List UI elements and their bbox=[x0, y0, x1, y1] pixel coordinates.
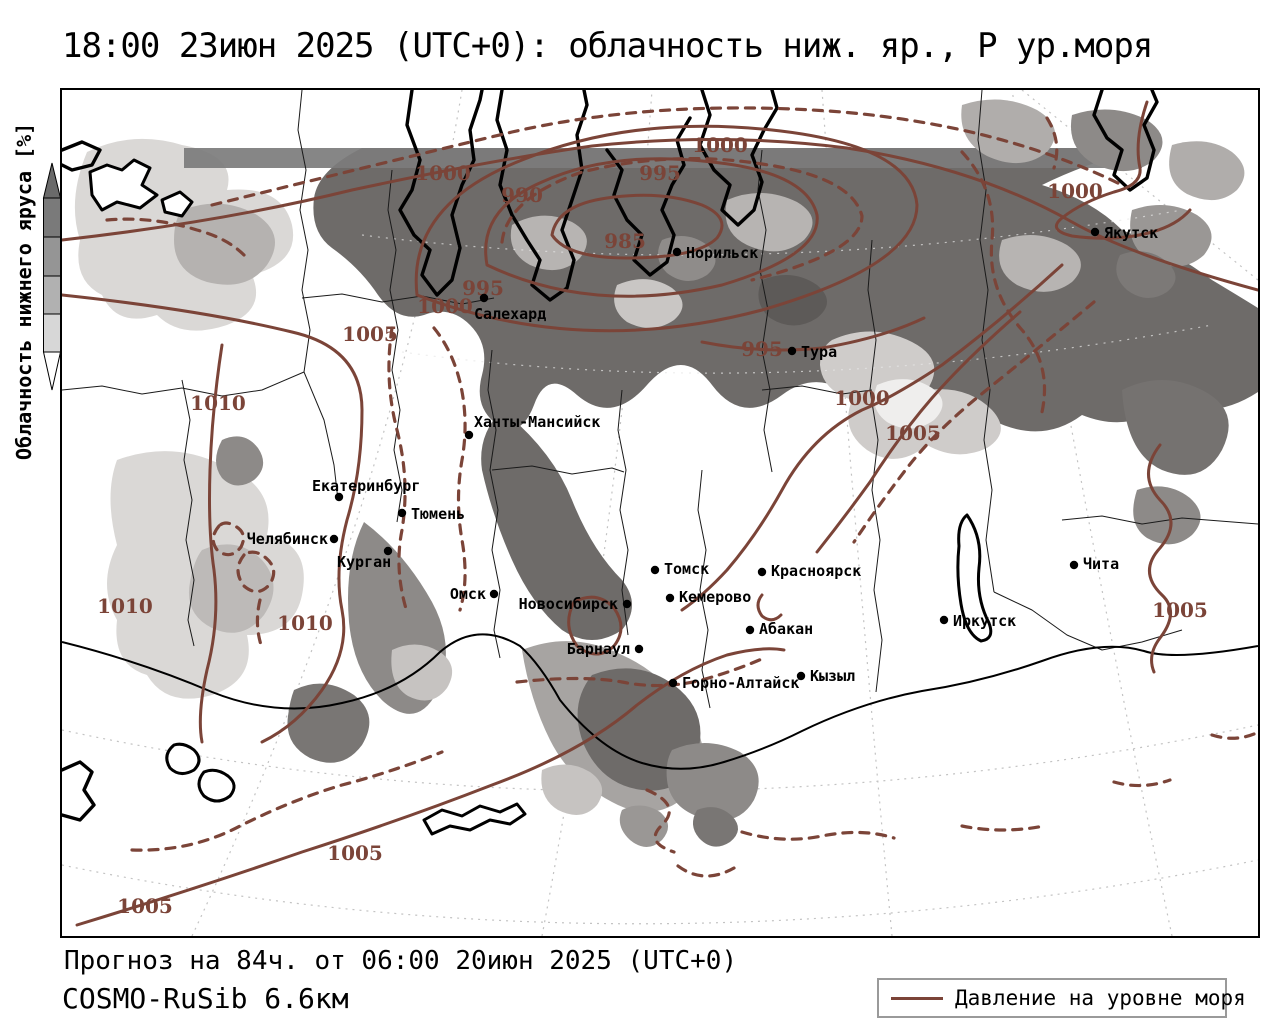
city-label: Томск bbox=[664, 560, 709, 578]
isobar-dashed-layer bbox=[105, 106, 1256, 878]
city-marker bbox=[383, 546, 393, 556]
isobar-label: 990 bbox=[501, 183, 543, 207]
city-marker bbox=[668, 678, 678, 688]
isobar-label: 995 bbox=[639, 161, 681, 185]
city-label: Кызыл bbox=[810, 667, 855, 685]
city-marker bbox=[672, 247, 682, 257]
pressure-legend-label: Давление на уровне моря bbox=[955, 986, 1246, 1010]
city-marker bbox=[787, 346, 797, 356]
city-marker bbox=[939, 615, 949, 625]
city-marker bbox=[622, 599, 632, 609]
colorbar-arrow-top bbox=[42, 162, 62, 199]
national-border-layer bbox=[62, 633, 1258, 770]
city-label: Красноярск bbox=[771, 562, 861, 580]
isobar-label: 1000 bbox=[417, 294, 473, 318]
city-label: Тура bbox=[801, 343, 837, 361]
city-label: Екатеринбург bbox=[312, 477, 420, 495]
map-area: 1000 990 995 1000 985 995 1000 1005 1010 1000 995 1… bbox=[60, 88, 1260, 938]
region-border-layer bbox=[62, 90, 1258, 709]
colorbar-segment bbox=[43, 197, 61, 238]
isobar-label: 1005 bbox=[327, 841, 383, 865]
colorbar-arrow-bottom bbox=[42, 351, 62, 391]
city-marker bbox=[1069, 560, 1079, 570]
lake-baikal bbox=[956, 513, 993, 643]
isobar-985 bbox=[550, 193, 724, 260]
isobar-label: 1005 bbox=[1152, 598, 1208, 622]
isobar-label: 985 bbox=[604, 229, 646, 253]
isobar-1005 bbox=[62, 293, 364, 744]
city-label: Тюмень bbox=[411, 505, 465, 523]
city-label: Курган bbox=[337, 553, 391, 571]
city-marker bbox=[634, 644, 644, 654]
city-layer: Норильск Якутск Салехард Тура Ханты-Мансийск… bbox=[247, 224, 1158, 692]
city-label: Кемерово bbox=[679, 588, 751, 606]
isobar-label: 1000 bbox=[1047, 179, 1103, 203]
isobar-label: 1005 bbox=[117, 894, 173, 918]
city-marker bbox=[745, 625, 755, 635]
city-label: Ханты-Мансийск bbox=[474, 413, 600, 431]
graticule-layer bbox=[62, 90, 1258, 936]
city-label: Барнаул bbox=[567, 640, 630, 658]
isobar-label: 1010 bbox=[190, 391, 246, 415]
city-marker bbox=[329, 534, 339, 544]
city-label: Абакан bbox=[759, 620, 813, 638]
colorbar-segment bbox=[43, 275, 61, 315]
isobar-label-layer: 1000990995100098599510001005101010009951… bbox=[97, 133, 1208, 918]
pressure-legend-box: Давление на уровне моря bbox=[877, 978, 1246, 1018]
isobar-label: 1000 bbox=[834, 386, 890, 410]
isobar-layer bbox=[62, 100, 1258, 927]
city-label: Челябинск bbox=[247, 530, 328, 548]
isobar-label: 1000 bbox=[692, 133, 748, 157]
island-outline bbox=[88, 158, 159, 212]
city-marker bbox=[650, 565, 660, 575]
map-canvas: 1000990995100098599510001005101010009951… bbox=[62, 90, 1258, 936]
forecast-info-line: Прогноз на 84ч. от 06:00 20июн 2025 (UTC… bbox=[64, 946, 738, 976]
city-label: Горно-Алтайск bbox=[682, 674, 799, 692]
isobar-1000 bbox=[62, 137, 1258, 292]
model-info-line: COSMO-RuSib 6.6км bbox=[62, 982, 349, 1015]
city-label: Омск bbox=[450, 585, 486, 603]
isobar-label: 1000 bbox=[415, 161, 471, 185]
pressure-line-sample bbox=[891, 996, 943, 1000]
city-label: Салехард bbox=[474, 305, 546, 323]
isobar-1010 bbox=[198, 343, 224, 744]
city-marker bbox=[796, 671, 806, 681]
city-label: Чита bbox=[1083, 555, 1119, 573]
city-marker bbox=[665, 593, 675, 603]
city-label: Якутск bbox=[1104, 224, 1158, 242]
city-label: Норильск bbox=[686, 244, 758, 262]
ob-bay-coast bbox=[398, 90, 484, 297]
city-marker bbox=[334, 492, 344, 502]
isobar-label: 1010 bbox=[277, 611, 333, 635]
city-marker bbox=[479, 293, 489, 303]
city-marker bbox=[464, 430, 474, 440]
city-marker bbox=[1090, 227, 1100, 237]
isobar-995 bbox=[414, 124, 919, 333]
city-marker bbox=[397, 508, 407, 518]
isobar-label: 995 bbox=[741, 337, 783, 361]
isobar-label: 1005 bbox=[885, 421, 941, 445]
colorbar-segment bbox=[43, 236, 61, 277]
colorbar-segment bbox=[43, 313, 61, 353]
city-marker bbox=[489, 589, 499, 599]
isobar-990 bbox=[484, 157, 819, 298]
page-title: 18:00 23июн 2025 (UTC+0): облачность ниж… bbox=[62, 26, 1153, 66]
isobar-label: 1010 bbox=[97, 594, 153, 618]
isobar-label: 1005 bbox=[342, 322, 398, 346]
city-label: Новосибирск bbox=[519, 595, 618, 613]
graticule-overlay-layer bbox=[361, 209, 1213, 374]
city-label: Иркутск bbox=[953, 612, 1016, 630]
colorbar-axis-label: Облачность нижнего яруса [%] bbox=[12, 122, 36, 460]
city-marker bbox=[757, 567, 767, 577]
